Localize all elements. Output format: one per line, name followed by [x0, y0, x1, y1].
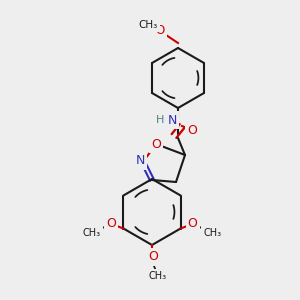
Text: O: O — [148, 250, 158, 263]
Text: O: O — [155, 25, 165, 38]
Text: O: O — [151, 137, 161, 151]
Text: CH₃: CH₃ — [138, 20, 158, 30]
Text: CH₃: CH₃ — [149, 271, 167, 281]
Text: H: H — [156, 115, 164, 125]
Text: N: N — [135, 154, 145, 167]
Text: O: O — [106, 217, 116, 230]
Text: O: O — [187, 124, 197, 136]
Text: CH₃: CH₃ — [82, 229, 100, 238]
Text: O: O — [188, 217, 197, 230]
Text: CH₃: CH₃ — [203, 229, 222, 238]
Text: N: N — [167, 113, 177, 127]
